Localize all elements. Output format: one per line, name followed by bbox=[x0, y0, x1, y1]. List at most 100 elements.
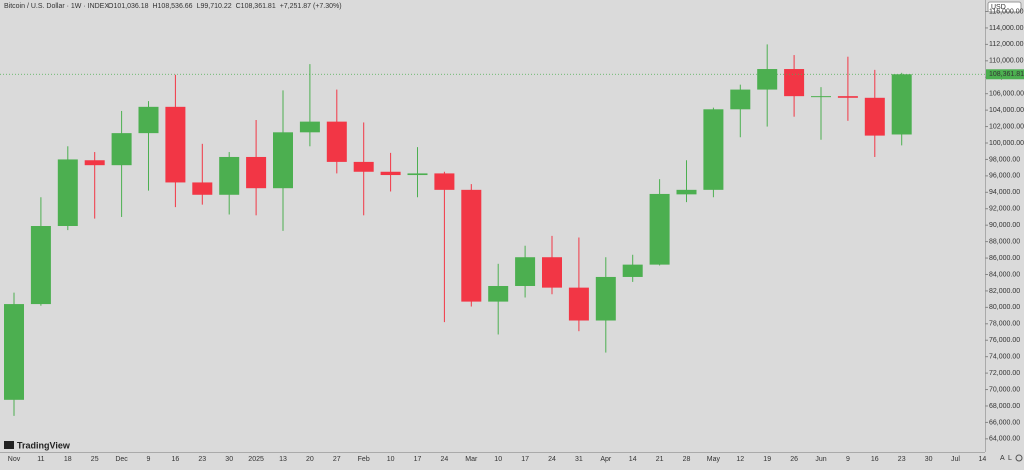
candle-body bbox=[192, 182, 213, 195]
x-tick-label: 17 bbox=[521, 456, 529, 463]
x-tick-label: Jun bbox=[815, 456, 826, 463]
ohlc-value: H108,536.66 bbox=[152, 3, 192, 10]
x-tick-label: Mar bbox=[465, 456, 478, 463]
y-tick-label: 72,000.00 bbox=[989, 370, 1020, 377]
x-tick-label: Dec bbox=[115, 456, 128, 463]
candle-body bbox=[730, 89, 751, 110]
candle-body bbox=[273, 132, 293, 189]
y-tick-label: 70,000.00 bbox=[989, 386, 1020, 393]
currency[interactable]: USD bbox=[991, 4, 1006, 11]
y-tick-label: 78,000.00 bbox=[989, 321, 1020, 328]
y-tick-label: 84,000.00 bbox=[989, 271, 1020, 278]
candle-body bbox=[811, 96, 831, 98]
x-tick-label: Nov bbox=[8, 456, 21, 463]
candle-body bbox=[864, 97, 885, 136]
y-tick-label: 80,000.00 bbox=[989, 304, 1020, 311]
y-tick-label: 110,000.00 bbox=[989, 58, 1024, 65]
y-tick-label: 68,000.00 bbox=[989, 403, 1020, 410]
y-tick-label: 88,000.00 bbox=[989, 238, 1020, 245]
candle-body bbox=[434, 173, 455, 190]
x-tick-label: 12 bbox=[736, 456, 744, 463]
candle-body bbox=[57, 159, 78, 226]
x-tick-label: 25 bbox=[91, 456, 99, 463]
candle-body bbox=[784, 69, 805, 97]
y-tick-label: 90,000.00 bbox=[989, 222, 1020, 229]
y-tick-label: 66,000.00 bbox=[989, 419, 1020, 426]
candle-body bbox=[595, 276, 616, 321]
y-tick-label: 94,000.00 bbox=[989, 189, 1020, 196]
x-tick-label: 2025 bbox=[248, 456, 264, 463]
y-tick-label: 92,000.00 bbox=[989, 206, 1020, 213]
candle-body bbox=[461, 189, 482, 302]
x-tick-label: 21 bbox=[656, 456, 664, 463]
symbol: Bitcoin / U.S. Dollar · 1W · INDEX bbox=[4, 3, 109, 10]
y-tick-label: 86,000.00 bbox=[989, 255, 1020, 262]
candle-body bbox=[138, 106, 159, 134]
price-label-box bbox=[986, 69, 1024, 80]
candle-body bbox=[515, 257, 536, 286]
y-tick-label: 98,000.00 bbox=[989, 156, 1020, 163]
candle-body bbox=[703, 109, 724, 190]
log-button[interactable]: L bbox=[1008, 455, 1012, 462]
x-tick-label: 28 bbox=[683, 456, 691, 463]
auto-button[interactable]: A bbox=[1000, 455, 1005, 462]
candle-body bbox=[568, 287, 589, 321]
candle-body bbox=[649, 193, 670, 265]
x-tick-label: 31 bbox=[575, 456, 583, 463]
candle-body bbox=[165, 106, 186, 183]
x-tick-label: 13 bbox=[279, 456, 287, 463]
x-tick-label: 10 bbox=[494, 456, 502, 463]
x-tick-label: 18 bbox=[64, 456, 72, 463]
y-tick-label: 64,000.00 bbox=[989, 436, 1020, 443]
ohlc-value: C108,361.81 bbox=[236, 3, 276, 10]
x-tick-label: 23 bbox=[198, 456, 206, 463]
candle-body bbox=[622, 264, 643, 277]
candle-body bbox=[326, 121, 347, 162]
y-tick-label: 116,000.00 bbox=[989, 8, 1024, 15]
y-tick-label: 104,000.00 bbox=[989, 107, 1024, 114]
x-tick-label: 16 bbox=[871, 456, 879, 463]
ohlc-value: +7,251.87 (+7.30%) bbox=[280, 3, 342, 10]
x-tick-label: 26 bbox=[790, 456, 798, 463]
y-tick-label: 102,000.00 bbox=[989, 123, 1024, 130]
x-tick-label: May bbox=[707, 456, 721, 463]
candle-body bbox=[488, 285, 509, 302]
y-tick-label: 100,000.00 bbox=[989, 140, 1024, 147]
x-tick-label: 17 bbox=[414, 456, 422, 463]
ohlc-readout: O101,036.18 H108,536.66 L99,710.22 C108,361… bbox=[108, 3, 342, 10]
x-tick-label: 16 bbox=[172, 456, 180, 463]
settings-button[interactable] bbox=[1015, 454, 1023, 462]
x-tick-label: 30 bbox=[925, 456, 933, 463]
y-tick-label: 106,000.00 bbox=[989, 91, 1024, 98]
candle-body bbox=[676, 189, 697, 195]
x-tick-label: 9 bbox=[147, 456, 151, 463]
x-tick-label: Apr bbox=[600, 456, 612, 463]
candle-body bbox=[4, 304, 24, 400]
y-tick-label: 114,000.00 bbox=[989, 25, 1024, 32]
x-tick-label: 11 bbox=[37, 456, 44, 463]
x-tick-label: 24 bbox=[548, 456, 556, 463]
candle-body bbox=[380, 171, 401, 176]
x-tick-label: 10 bbox=[387, 456, 395, 463]
y-tick-label: 96,000.00 bbox=[989, 173, 1020, 180]
brand: TradingView bbox=[17, 440, 71, 450]
x-tick-label: 9 bbox=[846, 456, 850, 463]
y-tick-label: 112,000.00 bbox=[989, 41, 1024, 48]
x-tick-label: Feb bbox=[358, 456, 370, 463]
x-tick-label: 23 bbox=[898, 456, 906, 463]
x-tick-label: 14 bbox=[979, 456, 987, 463]
currency-box[interactable] bbox=[987, 1, 1022, 13]
logo: TradingView bbox=[4, 440, 71, 450]
y-tick-label: 74,000.00 bbox=[989, 354, 1020, 361]
candle-body bbox=[353, 161, 374, 172]
x-tick-label: Jul bbox=[951, 456, 960, 463]
y-tick-label: 76,000.00 bbox=[989, 337, 1020, 344]
x-tick-label: 30 bbox=[225, 456, 233, 463]
candle-body bbox=[757, 69, 778, 90]
candle-body bbox=[84, 160, 105, 166]
x-tick-label: 19 bbox=[763, 456, 771, 463]
candle-body bbox=[837, 96, 858, 98]
x-tick-label: 20 bbox=[306, 456, 314, 463]
